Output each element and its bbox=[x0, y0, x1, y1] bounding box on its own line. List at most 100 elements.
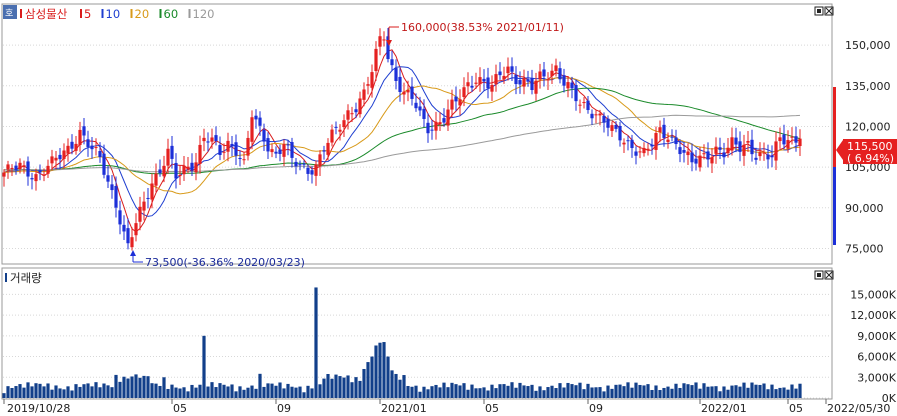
volume-bar bbox=[94, 382, 98, 398]
candle-body bbox=[522, 78, 526, 87]
volume-bar bbox=[158, 385, 162, 398]
volume-bar bbox=[170, 384, 174, 398]
candle-body bbox=[774, 141, 778, 161]
x-tick-label: 05 bbox=[789, 402, 803, 415]
ma-legend-marker-icon bbox=[188, 9, 191, 18]
candle-body bbox=[778, 137, 782, 142]
volume-tick-label: 12,000K bbox=[850, 309, 896, 322]
ma60-line bbox=[3, 87, 801, 175]
volume-bar bbox=[678, 387, 682, 398]
volume-bar bbox=[650, 389, 654, 398]
volume-bar bbox=[282, 388, 286, 398]
candle-body bbox=[294, 161, 298, 167]
volume-bar bbox=[306, 385, 310, 398]
candle-body bbox=[246, 137, 250, 156]
volume-bar bbox=[542, 390, 546, 398]
high-arrow-icon bbox=[386, 40, 392, 46]
volume-bar bbox=[326, 374, 330, 398]
candle-body bbox=[50, 156, 54, 164]
x-tick-label: 2022/05/30 bbox=[827, 402, 890, 415]
candle-body bbox=[14, 165, 18, 170]
candle-body bbox=[650, 144, 654, 147]
volume-bar bbox=[242, 389, 246, 398]
volume-close-button[interactable] bbox=[824, 270, 834, 280]
volume-tick-label: 15,000K bbox=[850, 288, 896, 301]
ma-legend-marker-icon bbox=[101, 9, 104, 18]
candle-body bbox=[798, 138, 802, 147]
price-close-button[interactable] bbox=[824, 6, 834, 16]
candle-body bbox=[442, 118, 446, 123]
volume-bar bbox=[798, 383, 802, 398]
price-restore-button[interactable] bbox=[814, 6, 824, 16]
candle-body bbox=[790, 136, 794, 138]
volume-bar bbox=[218, 383, 222, 398]
candle-body bbox=[782, 134, 786, 145]
candle-body bbox=[18, 162, 22, 169]
ma-legend-label: 120 bbox=[193, 7, 215, 21]
candle-body bbox=[658, 127, 662, 133]
volume-bar bbox=[698, 388, 702, 398]
volume-bar bbox=[750, 382, 754, 398]
volume-bar bbox=[538, 386, 542, 398]
volume-bar bbox=[338, 376, 342, 398]
candle-body bbox=[462, 87, 466, 97]
low-label: 73,500(-36.36% 2020/03/23) bbox=[145, 256, 305, 269]
restore-icon bbox=[817, 9, 821, 13]
candle-body bbox=[558, 68, 562, 80]
volume-bar bbox=[150, 383, 154, 398]
candle-body bbox=[78, 129, 82, 146]
volume-bar bbox=[106, 385, 110, 398]
candle-body bbox=[570, 82, 574, 89]
volume-bar bbox=[38, 383, 42, 398]
ma-legend-label: 5 bbox=[84, 7, 91, 21]
candle-body bbox=[410, 86, 414, 99]
high-annotation: 160,000(38.53% 2021/01/11) bbox=[386, 21, 564, 46]
volume-bar bbox=[514, 387, 518, 398]
candle-body bbox=[182, 165, 186, 175]
candle-body bbox=[178, 174, 182, 177]
volume-bar bbox=[118, 381, 122, 398]
candle-body bbox=[746, 140, 750, 143]
volume-bar bbox=[414, 385, 418, 398]
candle-body bbox=[98, 151, 102, 157]
range-bar-down bbox=[833, 167, 836, 245]
volume-bar bbox=[330, 378, 334, 398]
volume-bar bbox=[286, 383, 290, 398]
volume-bar bbox=[738, 386, 742, 398]
chart-menu-icon[interactable] bbox=[3, 5, 17, 19]
candle-body bbox=[70, 141, 74, 149]
stock-marker-icon bbox=[20, 9, 22, 18]
candle-body bbox=[118, 210, 122, 225]
candle-body bbox=[34, 174, 38, 182]
volume-marker-icon bbox=[5, 273, 7, 282]
volume-bar bbox=[346, 375, 350, 398]
candle-body bbox=[102, 153, 106, 175]
candle-body bbox=[198, 144, 202, 164]
volume-bar bbox=[194, 387, 198, 398]
volume-restore-button[interactable] bbox=[814, 270, 824, 280]
candle-body bbox=[550, 70, 554, 77]
volume-bar bbox=[266, 383, 270, 398]
volume-bar bbox=[586, 383, 590, 398]
candle-body bbox=[370, 72, 374, 88]
volume-bar bbox=[490, 384, 494, 398]
candle-body bbox=[742, 144, 746, 156]
volume-bar bbox=[22, 387, 26, 398]
volume-bar bbox=[774, 389, 778, 398]
volume-bar bbox=[426, 389, 430, 398]
volume-bar bbox=[114, 374, 118, 398]
price-gridlines bbox=[3, 44, 831, 249]
volume-bar bbox=[18, 384, 22, 398]
x-tick-label: 05 bbox=[173, 402, 187, 415]
candle-body bbox=[450, 99, 454, 110]
volume-bar bbox=[442, 382, 446, 398]
volume-bar bbox=[546, 387, 550, 398]
volume-bar bbox=[370, 356, 374, 398]
price-tick-label: 90,000 bbox=[845, 202, 884, 215]
volume-bar bbox=[134, 374, 138, 398]
ma20-line bbox=[3, 77, 801, 195]
volume-bar bbox=[462, 383, 466, 398]
volume-bar bbox=[30, 386, 34, 398]
candle-body bbox=[238, 158, 242, 160]
